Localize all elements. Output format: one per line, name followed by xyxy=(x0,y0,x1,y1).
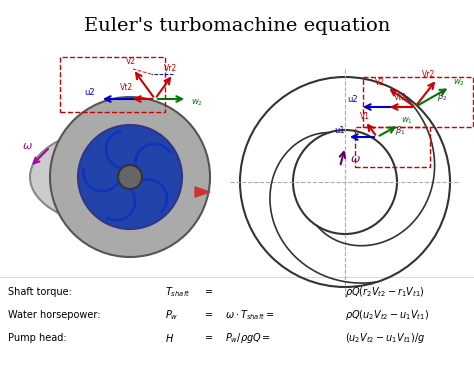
Bar xyxy=(60,57,165,112)
Circle shape xyxy=(50,97,210,257)
Text: $\omega$: $\omega$ xyxy=(350,154,361,164)
Text: $P_w / \rho g Q =$: $P_w / \rho g Q =$ xyxy=(225,331,271,345)
Text: $w_2$: $w_2$ xyxy=(191,98,203,109)
Text: $\beta_2$: $\beta_2$ xyxy=(437,90,447,103)
Bar xyxy=(363,77,473,127)
Text: =: = xyxy=(205,287,213,297)
Text: Vt2: Vt2 xyxy=(394,93,408,102)
Text: Water horsepower:: Water horsepower: xyxy=(8,310,100,320)
Text: $\beta_1$: $\beta_1$ xyxy=(395,124,405,137)
Polygon shape xyxy=(195,187,210,197)
Text: Shaft torque:: Shaft torque: xyxy=(8,287,72,297)
Text: $P_w$: $P_w$ xyxy=(165,308,178,322)
Text: Vr2: Vr2 xyxy=(422,70,436,79)
Text: Vr2: Vr2 xyxy=(164,64,178,73)
Text: u2: u2 xyxy=(347,95,358,104)
Ellipse shape xyxy=(30,127,210,226)
Text: $\omega \cdot T_{shaft} =$: $\omega \cdot T_{shaft} =$ xyxy=(225,308,274,322)
Text: Vt2: Vt2 xyxy=(120,83,134,92)
Text: $(u_2 V_{t2} - u_1 V_{t1})/g$: $(u_2 V_{t2} - u_1 V_{t1})/g$ xyxy=(345,331,425,345)
Text: $w_2$: $w_2$ xyxy=(453,77,465,87)
Text: $\rho Q(u_2 V_{t2} - u_1 V_{t1})$: $\rho Q(u_2 V_{t2} - u_1 V_{t1})$ xyxy=(345,308,429,322)
Circle shape xyxy=(78,125,182,229)
Bar xyxy=(355,127,430,167)
Text: V1: V1 xyxy=(360,112,370,121)
Text: V2: V2 xyxy=(375,78,385,87)
Text: $H$: $H$ xyxy=(165,332,174,344)
Text: u1: u1 xyxy=(334,126,345,135)
Text: u2: u2 xyxy=(84,88,95,97)
Text: Euler's turbomachine equation: Euler's turbomachine equation xyxy=(84,17,390,35)
Text: =: = xyxy=(205,310,213,320)
Text: Pump head:: Pump head: xyxy=(8,333,67,343)
Text: $\omega$: $\omega$ xyxy=(22,141,33,151)
Text: $T_{shaft}$: $T_{shaft}$ xyxy=(165,285,190,299)
Text: V2: V2 xyxy=(126,57,136,66)
Circle shape xyxy=(118,165,142,189)
Text: =: = xyxy=(205,333,213,343)
Text: $\rho Q(r_2 V_{t2} - r_1 V_{t1})$: $\rho Q(r_2 V_{t2} - r_1 V_{t1})$ xyxy=(345,285,425,299)
Text: $w_1$: $w_1$ xyxy=(401,116,413,127)
